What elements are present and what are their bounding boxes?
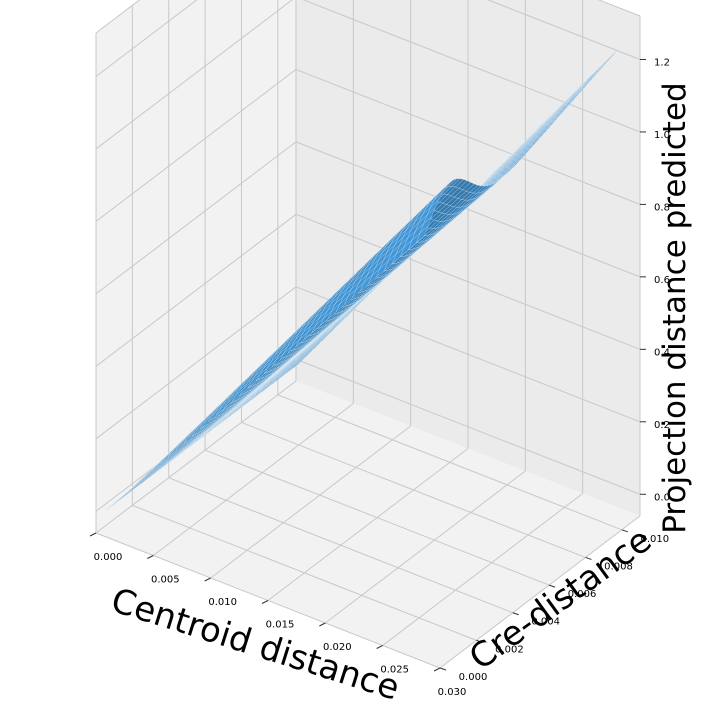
back-gridline-z (487, 0, 641, 60)
x-tick-label: 0.015 (266, 620, 295, 631)
x-tick-label: 0.020 (323, 642, 352, 653)
floor-gridline-x (267, 448, 469, 601)
floor-gridline-y (168, 477, 513, 614)
tick-mark (548, 584, 556, 588)
left-gridline-z (95, 141, 297, 295)
tick-mark (261, 600, 269, 604)
left-gridline-z (95, 0, 198, 77)
back-gridline-z (302, 0, 641, 133)
tick-mark (585, 556, 592, 560)
x-tick-label: 0.005 (151, 575, 180, 586)
y-tick-label: 0.000 (459, 672, 488, 683)
floor-gridline-x (153, 403, 354, 556)
pane-edge (95, 0, 141, 34)
z-tick-label: 0.6 (654, 275, 670, 286)
x-tick-label: 0.000 (94, 552, 123, 563)
y-tick-label: 0.006 (568, 589, 597, 600)
back-gridline-z (295, 68, 641, 205)
tick-mark (621, 529, 628, 533)
floor-gridline-x (95, 380, 297, 534)
z-tick-label: 0.0 (654, 492, 670, 503)
floor-gridline-x (382, 493, 583, 646)
left-gridline-z (95, 69, 297, 222)
back-gridline-z (295, 141, 641, 278)
tick-mark (89, 532, 97, 537)
tick-mark (439, 667, 447, 671)
tick-mark (147, 555, 154, 559)
y-tick-label: 0.008 (604, 562, 633, 573)
tick-mark (512, 612, 519, 616)
z-tick-label: 0.2 (654, 420, 670, 431)
floor-gridline-x (210, 425, 411, 579)
z-tick-label: 1.2 (654, 58, 670, 69)
floor-gridline-x (439, 515, 641, 669)
tick-mark (204, 577, 211, 582)
y-tick-label: 0.004 (531, 617, 560, 628)
left-gridline-z (95, 0, 293, 150)
z-tick-label: 0.8 (654, 202, 670, 213)
y-tick-label: 0.002 (495, 644, 524, 655)
z-axis-label: Projection distance predicted (657, 82, 693, 533)
left-gridline-z (95, 286, 297, 440)
y-tick-label: 0.010 (640, 534, 669, 545)
floor-gridline-x (325, 470, 526, 624)
floor-gridline-y (204, 449, 550, 586)
z-tick-label: 0.4 (654, 347, 670, 358)
back-gridline-z (295, 358, 641, 495)
surface-patch (416, 225, 429, 243)
axes-ticks: 0.000 0.005 0.010 0.015 0.020 0.025 0.030 0.000… (89, 58, 670, 698)
floor-gridline-y (241, 421, 586, 558)
floor-gridline-y (132, 504, 477, 641)
back-gridline-z (295, 213, 641, 350)
x-tick-label: 0.010 (208, 597, 237, 608)
floor-gridline-y (277, 394, 623, 531)
surface-plot (103, 48, 620, 513)
tick-mark (376, 645, 383, 649)
x-tick-label: 0.030 (438, 687, 467, 698)
tick-mark (319, 622, 326, 627)
left-gridline-z (95, 213, 297, 367)
tick-mark (476, 639, 483, 643)
x-tick-label: 0.025 (380, 665, 409, 676)
tick-mark (433, 667, 441, 672)
z-tick-label: 1.0 (654, 130, 670, 141)
